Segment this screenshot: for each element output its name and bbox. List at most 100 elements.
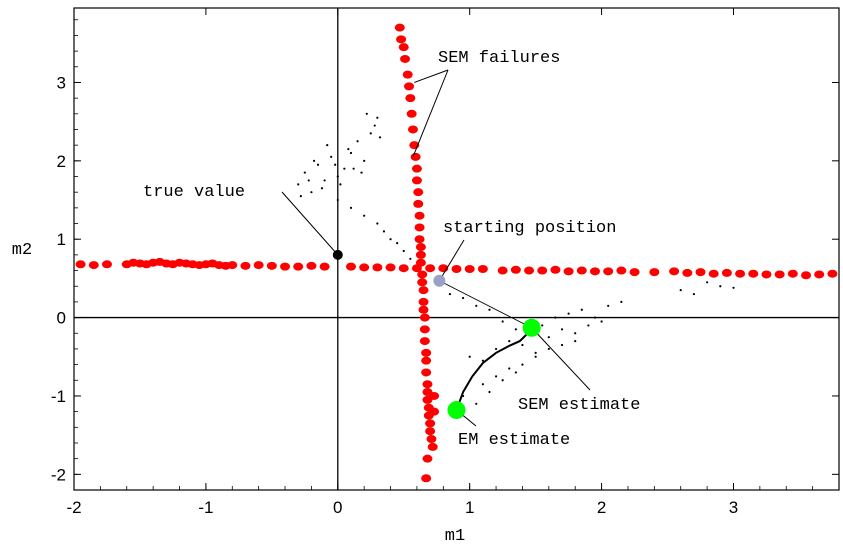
- sampler-cloud-point: [560, 343, 564, 347]
- sampler-cloud-point: [541, 324, 544, 327]
- sem-failure-point: [414, 223, 425, 232]
- annotation-callout-line: [414, 69, 449, 83]
- annotation-em-estimate: EM estimate: [458, 431, 570, 450]
- sampler-cloud-point: [468, 355, 471, 358]
- sem-failure-point: [411, 164, 422, 173]
- sampler-cloud-point: [547, 347, 550, 351]
- sem-failure-point: [394, 23, 405, 32]
- x-tick-label: 0: [333, 498, 342, 517]
- sem-failure-point: [417, 278, 428, 287]
- sem-failure-point: [253, 261, 264, 270]
- sem-failure-point: [101, 260, 112, 269]
- x-tick-label: 1: [465, 498, 474, 517]
- sampler-cloud-point: [534, 355, 537, 358]
- sampler-cloud-point: [307, 179, 310, 182]
- sampler-cloud-point: [679, 289, 682, 292]
- sem-failure-point: [695, 268, 706, 277]
- sampler-cloud-point: [580, 308, 583, 311]
- sem-failure-point: [398, 264, 409, 273]
- sampler-cloud-point: [574, 339, 577, 343]
- sampler-cloud-point: [356, 140, 359, 143]
- sem-failure-point: [464, 264, 475, 273]
- sem-failure-point: [425, 419, 436, 428]
- sampler-cloud-point: [310, 191, 313, 194]
- sem-failure-point: [422, 380, 433, 389]
- y-tick-label: 0: [57, 309, 66, 328]
- sampler-cloud-point: [349, 206, 353, 209]
- sem-failure-point: [406, 109, 417, 118]
- sem-failure-point: [576, 266, 587, 275]
- sampler-cloud-point: [481, 359, 484, 362]
- sem-failure-point: [669, 267, 680, 276]
- sampler-cloud-point: [320, 187, 324, 190]
- sampler-cloud-point: [461, 296, 465, 300]
- sem-failure-point: [787, 269, 798, 278]
- sem-failure-point: [801, 271, 812, 280]
- sem-failure-point: [415, 243, 426, 252]
- sampler-cloud-point: [508, 339, 511, 343]
- starting-position-marker: [433, 274, 446, 287]
- y-tick-label: -1: [51, 387, 66, 406]
- sampler-cloud-point: [352, 167, 355, 170]
- sampler-cloud-point: [349, 151, 353, 155]
- sem-failure-point: [398, 43, 409, 52]
- sampler-cloud-point: [600, 320, 603, 323]
- sampler-cloud-point: [343, 167, 346, 170]
- sem-failure-point: [345, 262, 356, 271]
- true-value-marker: [332, 249, 343, 260]
- sampler-cloud-point: [347, 147, 350, 151]
- sem-failure-point: [603, 267, 614, 276]
- sampler-cloud-point: [363, 214, 366, 217]
- sem-failure-point: [414, 211, 425, 220]
- sem-failure-point: [616, 266, 627, 275]
- sampler-cloud-point: [360, 171, 363, 174]
- sem-failure-point: [429, 391, 440, 400]
- sem-failure-point: [75, 260, 86, 269]
- sampler-cloud-point: [363, 159, 366, 162]
- sem-failure-point: [410, 152, 421, 161]
- sem-failure-point: [425, 264, 436, 273]
- x-axis-title: m1: [445, 527, 465, 546]
- sampler-cloud-point: [334, 163, 337, 166]
- sem-estimate-marker: [522, 318, 541, 337]
- sampler-cloud-point: [303, 171, 306, 174]
- sem-failure-point: [421, 474, 432, 483]
- sampler-cloud-point: [732, 286, 735, 289]
- sampler-cloud-point: [297, 183, 300, 186]
- sampler-cloud-point: [389, 238, 392, 241]
- sem-failure-point: [761, 270, 772, 279]
- sem-failure-point: [421, 356, 432, 365]
- sampler-cloud-point: [382, 230, 386, 233]
- sampler-cloud-point: [706, 281, 709, 284]
- sampler-cloud-point: [475, 304, 478, 307]
- x-tick-label: -1: [198, 498, 213, 517]
- x-tick-label: 3: [729, 498, 738, 517]
- sampler-cloud-point: [488, 390, 491, 394]
- sem-failure-point: [708, 269, 719, 278]
- sem-failure-point: [563, 267, 574, 276]
- sampler-cloud-point: [514, 371, 517, 374]
- sem-failure-point: [396, 35, 407, 44]
- sampler-cloud-point: [475, 402, 478, 405]
- annotation-callout-line: [412, 69, 449, 158]
- sem-failure-point: [537, 266, 548, 275]
- sem-failure-point: [402, 70, 413, 79]
- x-tick-label: -2: [66, 498, 81, 517]
- sem-failure-point: [589, 267, 600, 276]
- sem-failure-point: [359, 263, 370, 272]
- sampler-cloud-point: [316, 163, 320, 166]
- annotation-starting-position: starting position: [443, 219, 616, 238]
- sem-failure-point: [721, 268, 732, 277]
- sem-failure-point: [774, 270, 785, 279]
- sem-failure-point: [418, 286, 429, 295]
- sampler-cloud-point: [402, 249, 405, 253]
- sem-failure-point: [421, 348, 432, 357]
- annotation-sem-estimate: SEM estimate: [518, 396, 640, 415]
- sampler-cloud-point: [521, 343, 524, 347]
- sem-failure-point: [385, 263, 396, 272]
- sem-failure-point: [550, 265, 561, 274]
- sem-failure-point: [524, 266, 535, 275]
- sem-failure-point: [407, 125, 418, 134]
